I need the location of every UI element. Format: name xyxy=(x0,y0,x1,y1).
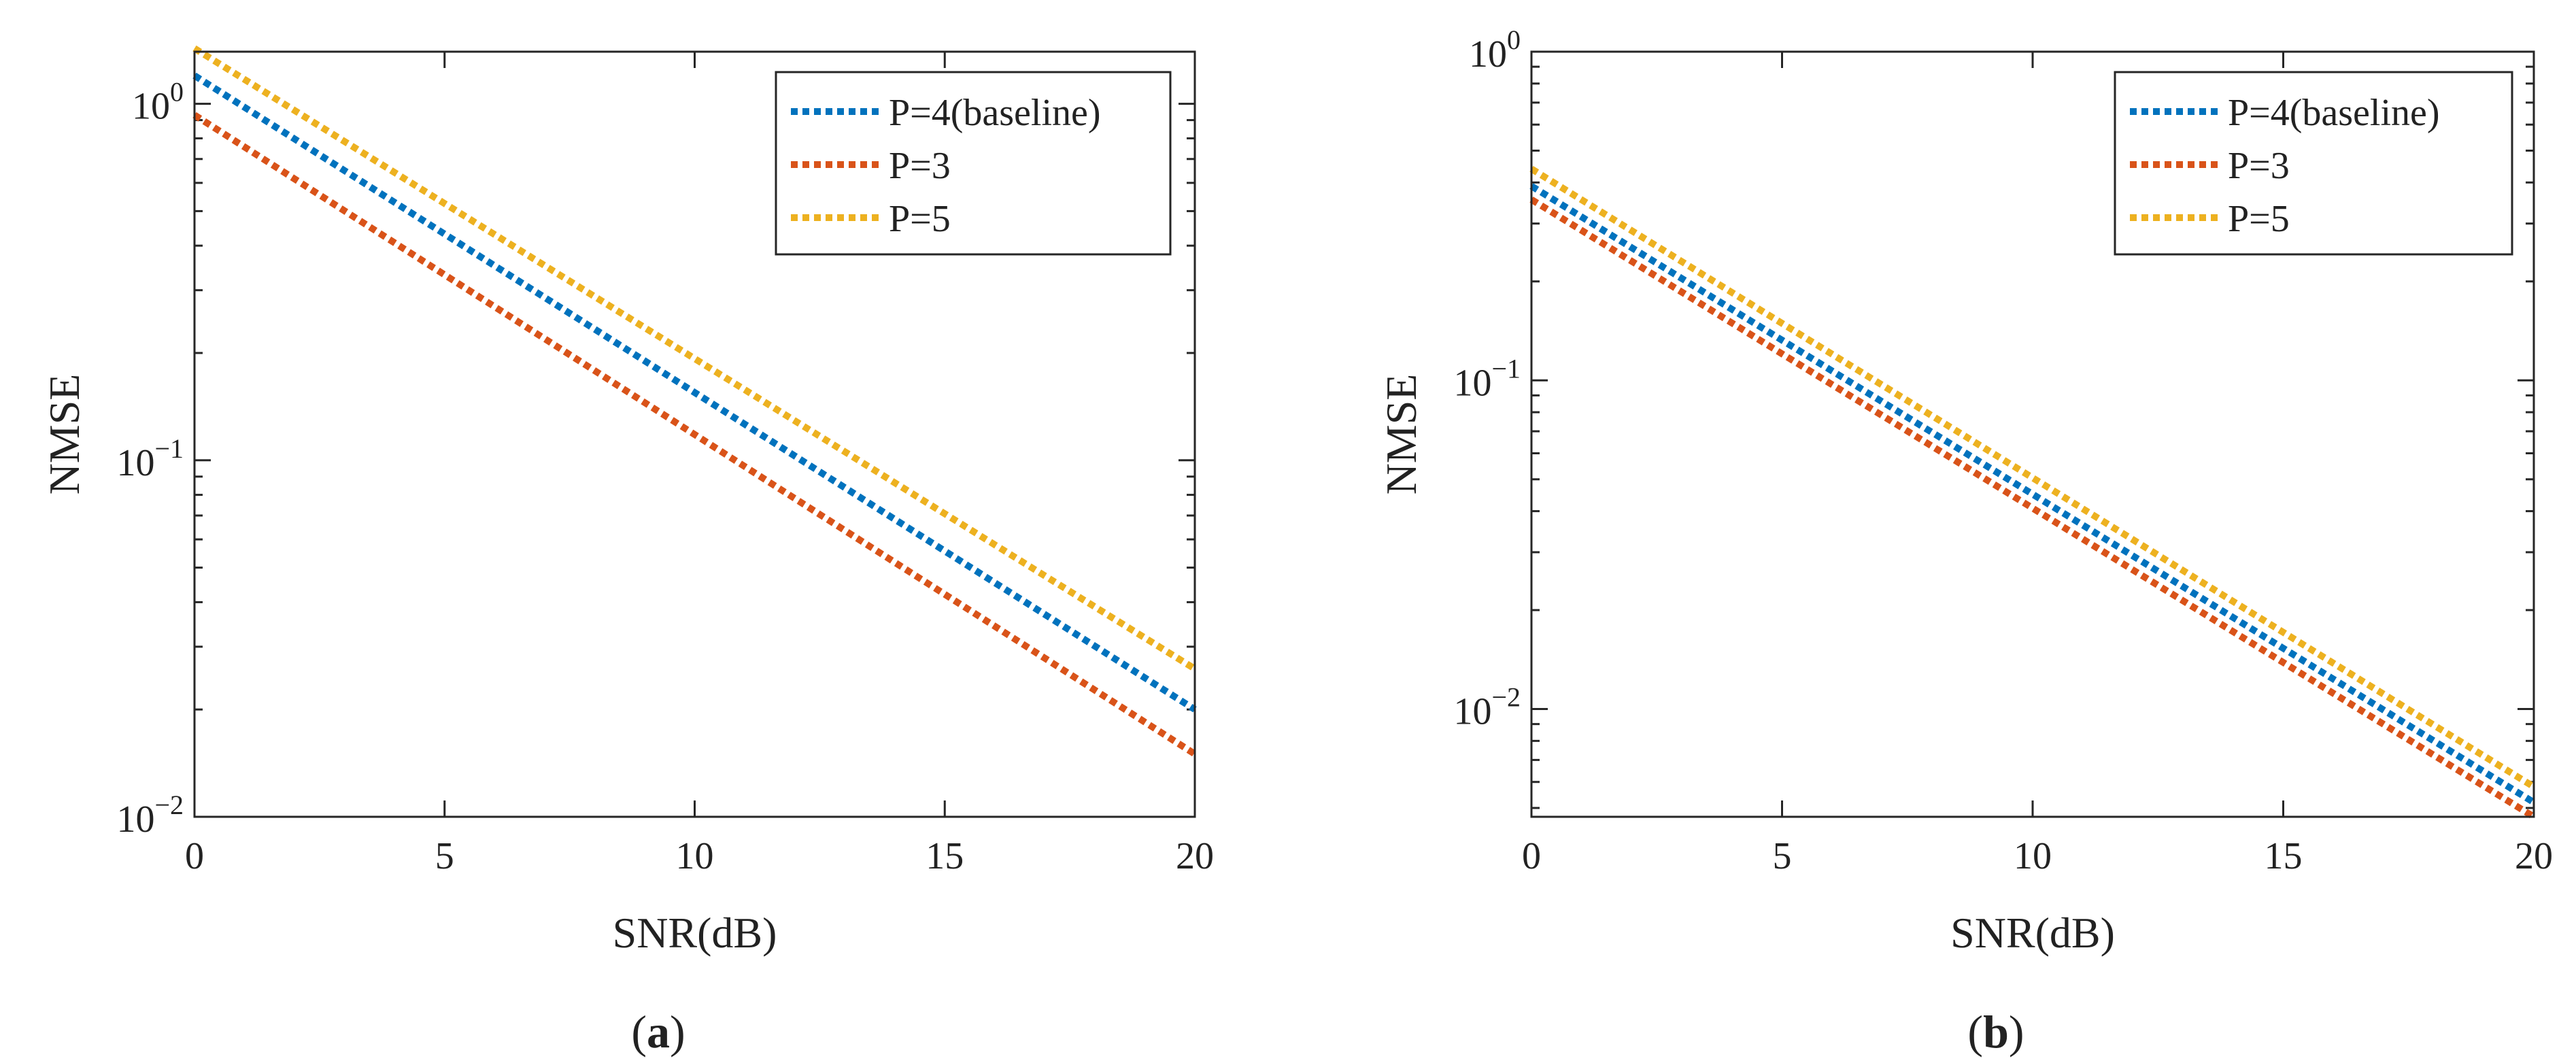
x-tick-label: 20 xyxy=(2515,835,2553,877)
x-tick-label: 15 xyxy=(926,835,964,877)
caption-close-paren: ) xyxy=(670,1006,685,1058)
x-tick-label: 5 xyxy=(435,835,454,877)
x-axis-title: SNR(dB) xyxy=(1950,909,2115,957)
x-tick-label: 10 xyxy=(2014,835,2052,877)
y-tick-label: 100 xyxy=(132,77,184,128)
y-tick-exponent: −2 xyxy=(1491,682,1521,713)
y-tick-exponent: 0 xyxy=(1507,24,1521,55)
y-tick-base: 10 xyxy=(1469,33,1507,75)
legend: P=4(baseline) P=3 P=5 xyxy=(775,71,1172,256)
legend-label: P=4(baseline) xyxy=(889,92,1101,134)
legend-label: P=4(baseline) xyxy=(2228,92,2440,134)
x-tick-label: 0 xyxy=(1522,835,1541,877)
y-axis-title: NMSE xyxy=(40,374,88,495)
legend-label: P=3 xyxy=(2228,145,2290,187)
minor-ticks xyxy=(1531,65,2534,809)
minor-ticks xyxy=(194,119,1195,711)
series-line-P=3 xyxy=(192,112,1197,757)
panel-caption: (b) xyxy=(1967,1006,2024,1058)
y-tick-label: 10−1 xyxy=(1453,353,1521,404)
x-tick-label: 15 xyxy=(2265,835,2303,877)
caption-letter: a xyxy=(647,1006,670,1058)
caption-letter: b xyxy=(1983,1006,2009,1058)
caption-close-paren: ) xyxy=(2009,1006,2024,1058)
x-tick-label: 0 xyxy=(185,835,204,877)
y-tick-label: 10−2 xyxy=(1453,682,1521,733)
axes-box xyxy=(1530,50,2535,818)
y-tick-label: 10−1 xyxy=(116,433,184,484)
x-tick-label: 10 xyxy=(676,835,714,877)
y-tick-exponent: −1 xyxy=(154,433,184,464)
y-tick-exponent: −2 xyxy=(154,790,184,820)
y-tick-base: 10 xyxy=(1453,691,1491,733)
legend: P=4(baseline) P=3 P=5 xyxy=(2114,71,2513,256)
panel-caption: (a) xyxy=(631,1006,685,1058)
y-tick-base: 10 xyxy=(116,798,154,841)
y-tick-base: 10 xyxy=(1453,362,1491,404)
y-tick-exponent: 0 xyxy=(170,77,184,107)
caption-open-paren: ( xyxy=(1967,1006,1983,1058)
caption-open-paren: ( xyxy=(631,1006,647,1058)
y-tick-base: 10 xyxy=(132,86,170,128)
x-axis-title: SNR(dB) xyxy=(613,909,777,957)
x-tick-label: 20 xyxy=(1176,835,1214,877)
y-tick-label: 100 xyxy=(1469,24,1521,75)
axes-box xyxy=(193,50,1196,818)
y-tick-exponent: −1 xyxy=(1491,353,1521,384)
x-tick-label: 5 xyxy=(1773,835,1792,877)
y-tick-label: 10−2 xyxy=(116,790,184,841)
legend-label: P=5 xyxy=(889,198,951,240)
y-axis-title: NMSE xyxy=(1377,374,1425,495)
y-tick-base: 10 xyxy=(116,442,154,484)
legend-label: P=5 xyxy=(2228,198,2290,240)
legend-label: P=3 xyxy=(889,145,951,187)
series-line-P=4(baseline) xyxy=(192,72,1197,713)
